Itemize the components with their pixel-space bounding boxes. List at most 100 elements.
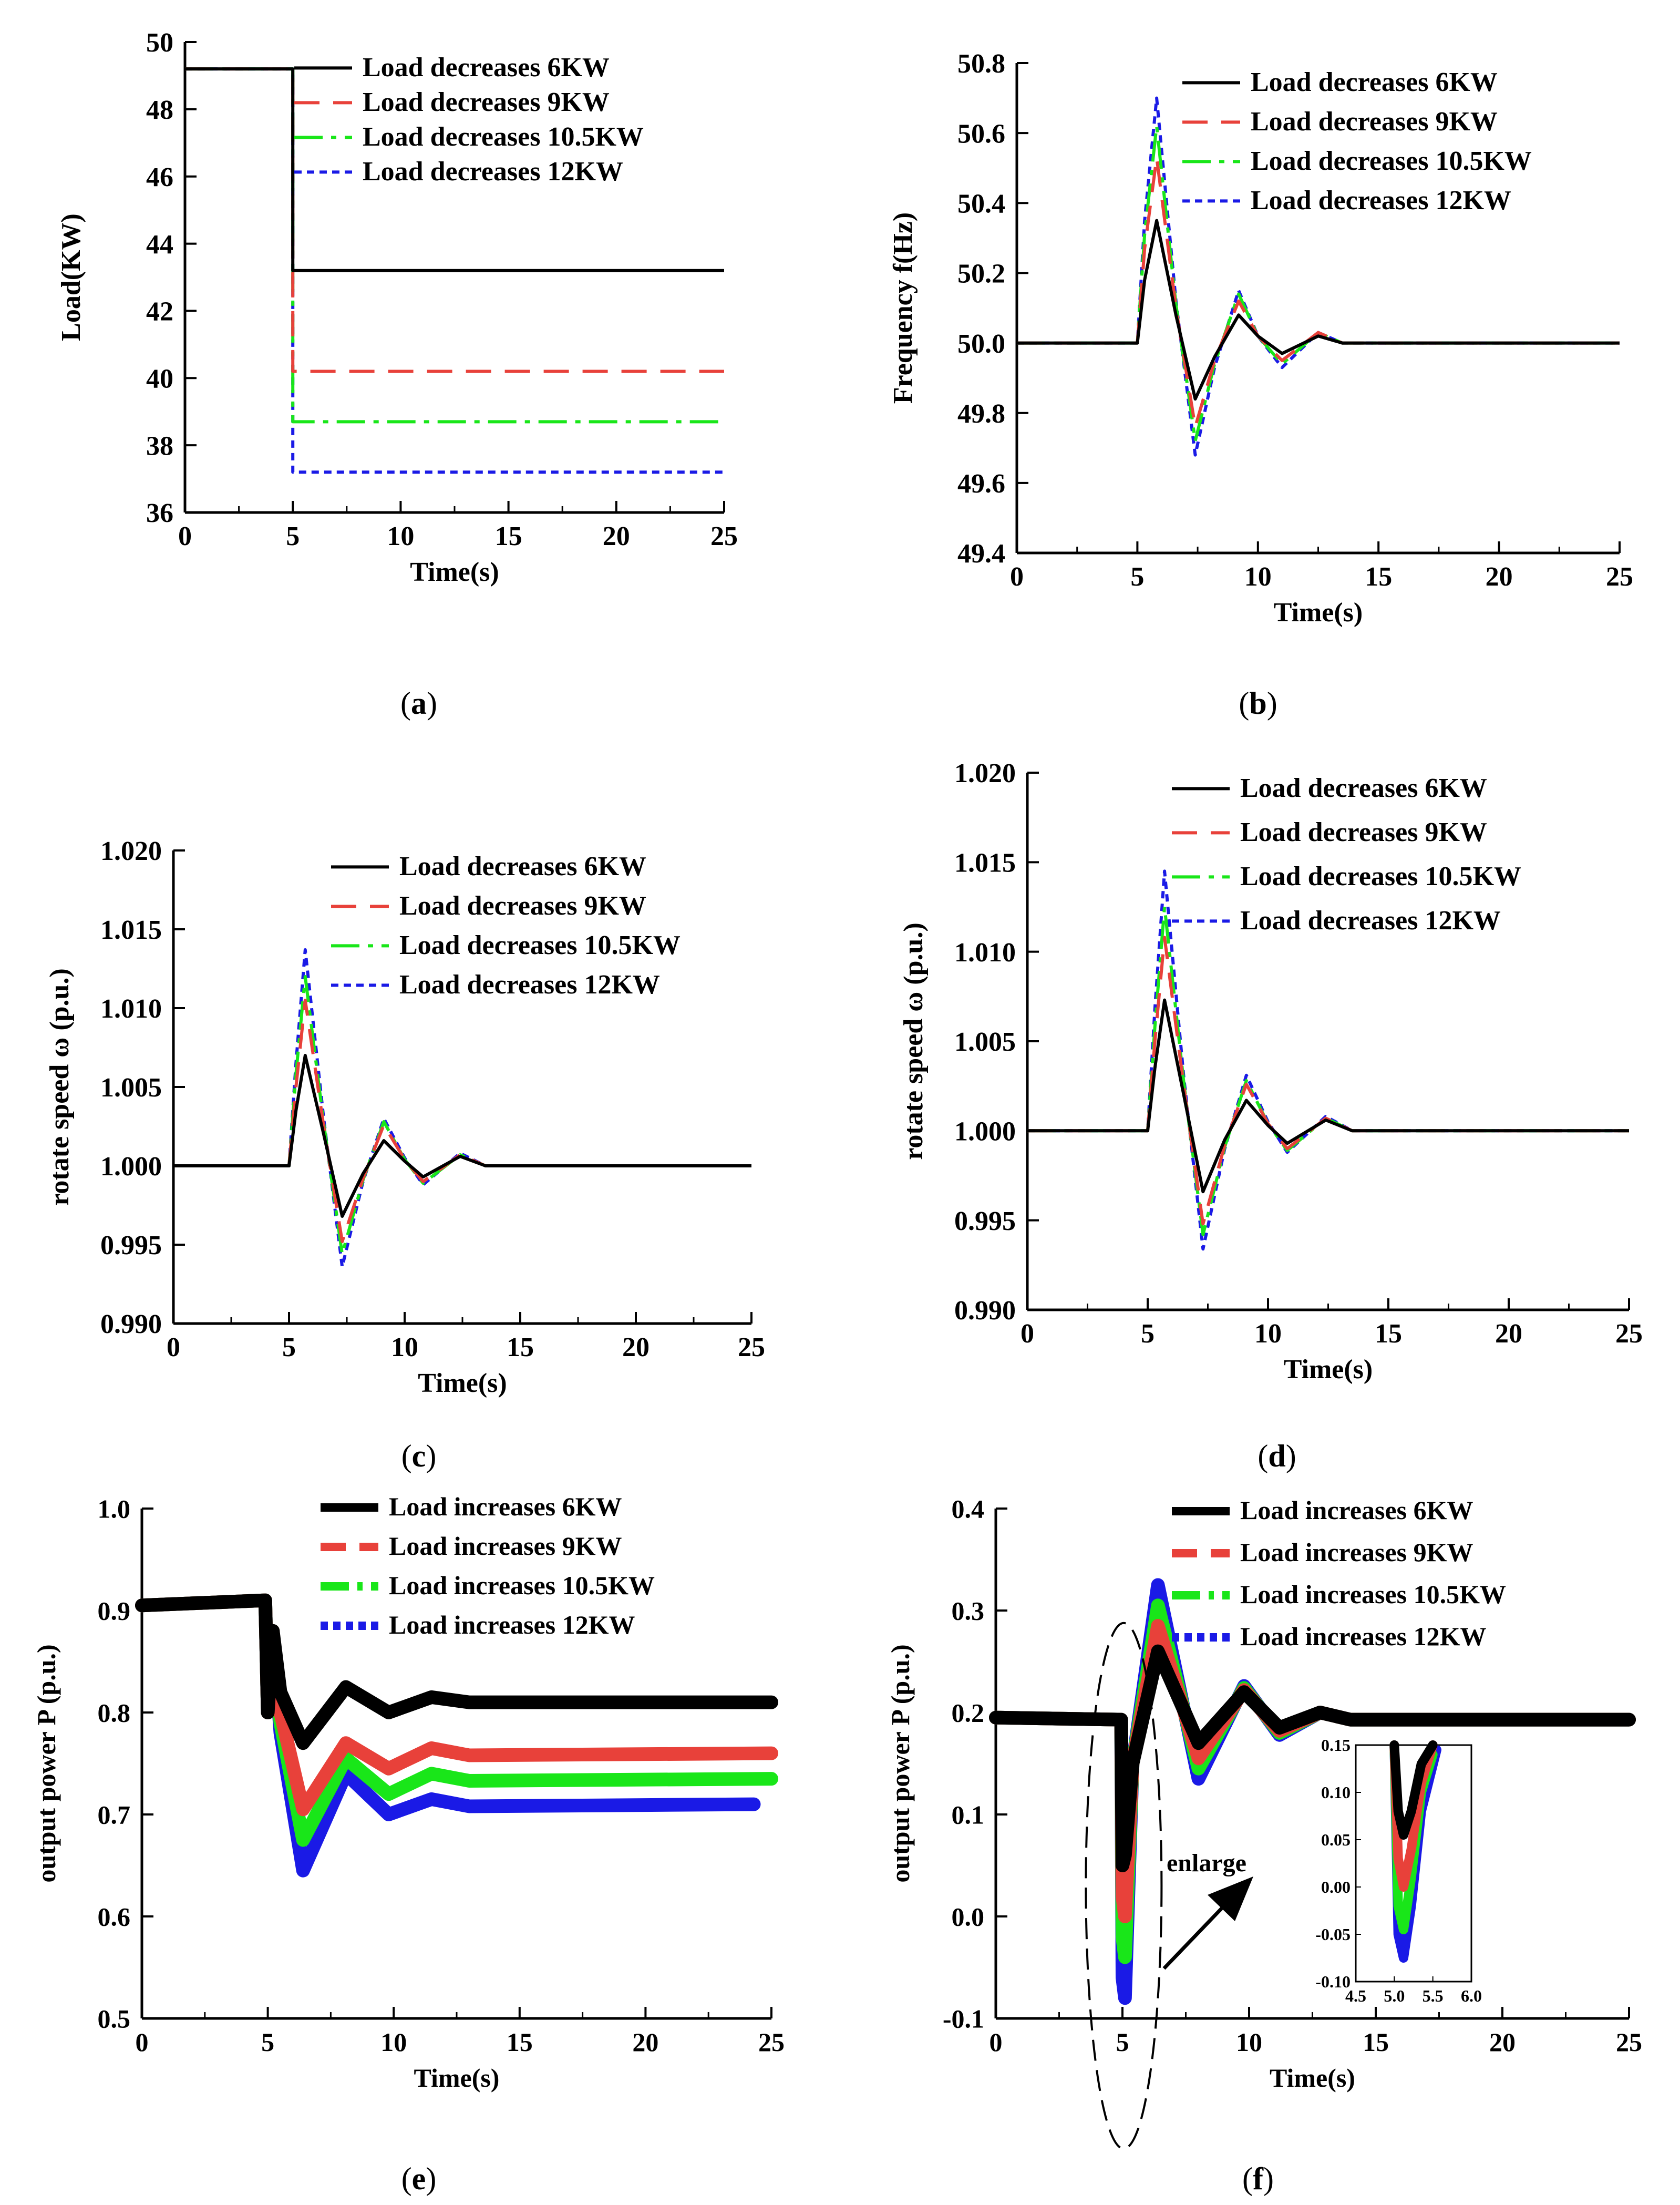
series-line-1 [989,1644,1636,1872]
x-axis-label: Time(s) [1284,1355,1373,1384]
y-tick-label: 0.8 [98,1698,131,1728]
x-axis-label: Time(s) [1270,2063,1355,2093]
caption-letter: c [412,1439,426,1473]
y-axis-label: Load(KW) [56,213,86,341]
caption-paren: ) [1267,686,1277,721]
x-tick-label: 15 [1375,1319,1402,1349]
series-line-2 [1027,936,1629,1226]
y-tick-label: 46 [146,162,173,192]
panel-caption: (e) [401,2161,437,2196]
legend-label: Load increases 9KW [389,1531,622,1561]
x-axis-label: Time(s) [414,2063,500,2093]
y-axis-label: rotate speed ω (p.u.) [45,968,75,1206]
y-tick-label: 1.015 [954,848,1016,878]
x-tick-label: 10 [1254,1319,1282,1349]
y-axis-label: output power P (p.u.) [885,1644,915,1882]
y-tick-label: 1.020 [100,836,162,866]
series-line-2 [1017,156,1620,429]
x-tick-label: 15 [507,1332,534,1362]
y-axis-label: rotate speed ω (p.u.) [899,922,929,1160]
y-tick-label: 1.000 [954,1117,1016,1147]
legend-label: Load decreases 6KW [1251,67,1498,97]
series-line-4 [135,1593,761,1878]
legend-label: Load decreases 6KW [1240,773,1487,803]
series-line-2 [173,999,751,1243]
legend-label: Load decreases 10.5KW [1240,862,1521,891]
panel-caption: (c) [401,1439,437,1473]
legend-label: Load decreases 9KW [399,891,646,921]
caption-letter: b [1249,686,1266,721]
x-tick-label: 20 [1486,562,1513,592]
panel-caption: (d) [1258,1439,1296,1473]
inset-y-tick-label: -0.05 [1315,1925,1351,1944]
y-tick-label: 49.8 [957,399,1005,429]
y-tick-label: 48 [146,95,173,125]
inset-y-tick-label: 0.10 [1321,1783,1351,1802]
x-tick-label: 0 [136,2027,149,2057]
caption-letter: f [1253,2161,1264,2196]
x-axis-label: Time(s) [418,1368,507,1398]
x-tick-label: 15 [495,521,522,551]
y-tick-label: 1.010 [954,938,1016,968]
series-line-1 [1017,219,1620,401]
series-line-3 [173,975,751,1256]
y-tick-label: 0.990 [954,1296,1016,1326]
panel-caption: (a) [400,686,437,721]
inset-y-tick-label: 0.05 [1321,1830,1351,1849]
y-tick-label: 49.6 [957,469,1005,499]
y-tick-label: 0.0 [952,1902,985,1932]
y-tick-label: 36 [146,498,173,528]
x-tick-label: 25 [758,2027,785,2057]
series-line-1 [1027,998,1629,1194]
caption-paren: ( [1242,2161,1253,2196]
y-tick-label: 0.1 [952,1800,985,1830]
y-tick-label: 50.2 [957,259,1005,289]
y-tick-label: 44 [146,230,173,260]
caption-paren: ) [426,1439,436,1473]
chart-panel-c: 0 5 10 15 20 25 0.990 0.995 1.000 1.005 1.010 1.015… [45,836,765,1473]
y-tick-label: 1.020 [954,758,1016,788]
y-tick-label: 0.5 [98,2004,131,2034]
legend-label: Load increases 9KW [1240,1537,1473,1567]
caption-letter: d [1268,1439,1285,1473]
chart-panel-b: 0 5 10 15 20 25 49.4 49.6 49.8 50.0 50.2 50.4 50.6 50… [888,49,1633,721]
legend-label: Load decreases 9KW [1240,817,1487,847]
legend-label: Load increases 6KW [389,1492,622,1521]
legend-label: Load decreases 12KW [363,157,623,187]
legend-label: Load decreases 9KW [1251,107,1498,137]
x-tick-label: 20 [603,521,630,551]
legend-label: Load decreases 12KW [1251,186,1511,216]
caption-paren: ) [1286,1439,1296,1473]
chart-panel-e: 0 5 10 15 20 25 0.5 0.6 0.7 0.8 0.9 1.0 Time(s) outpu… [32,1492,785,2196]
legend-label: Load decreases 6KW [363,53,610,83]
y-tick-label: 50 [146,28,173,58]
inset-x-tick-label: 6.0 [1461,1986,1482,2005]
x-tick-label: 10 [380,2027,407,2057]
x-tick-label: 15 [1363,2027,1389,2057]
chart-panel-f: 0 5 10 15 20 25 -0.1 0.0 0.1 0.2 0.3 0.4 Time(s) outp… [885,1494,1642,2197]
series-line-1 [185,67,724,272]
x-tick-label: 20 [1495,1319,1522,1349]
x-tick-label: 5 [282,1332,296,1362]
y-tick-label: 50.0 [957,329,1005,359]
caption-letter: e [412,2161,426,2196]
x-axis-label: Time(s) [1274,598,1363,628]
legend-label: Load increases 6KW [1240,1495,1473,1525]
y-tick-label: 1.005 [100,1073,162,1103]
inset-y-tick-label: 0.15 [1321,1736,1351,1755]
y-tick-label: 49.4 [957,539,1005,569]
caption-paren: ) [426,2161,436,2196]
y-axis-label: Frequency f(Hz) [888,212,918,404]
x-tick-label: 25 [1606,562,1633,592]
y-tick-label: 0.3 [952,1596,985,1626]
y-axis-label: output power P (p.u.) [32,1644,61,1882]
y-tick-label: 1.0 [98,1494,131,1524]
caption-paren: ( [401,1439,412,1473]
y-tick-label: 0.7 [98,1800,131,1830]
x-tick-label: 15 [507,2027,533,2057]
x-tick-label: 15 [1365,562,1392,592]
x-tick-label: 5 [1130,562,1144,592]
x-tick-label: 10 [1244,562,1272,592]
legend-label: Load increases 12KW [1240,1622,1487,1651]
